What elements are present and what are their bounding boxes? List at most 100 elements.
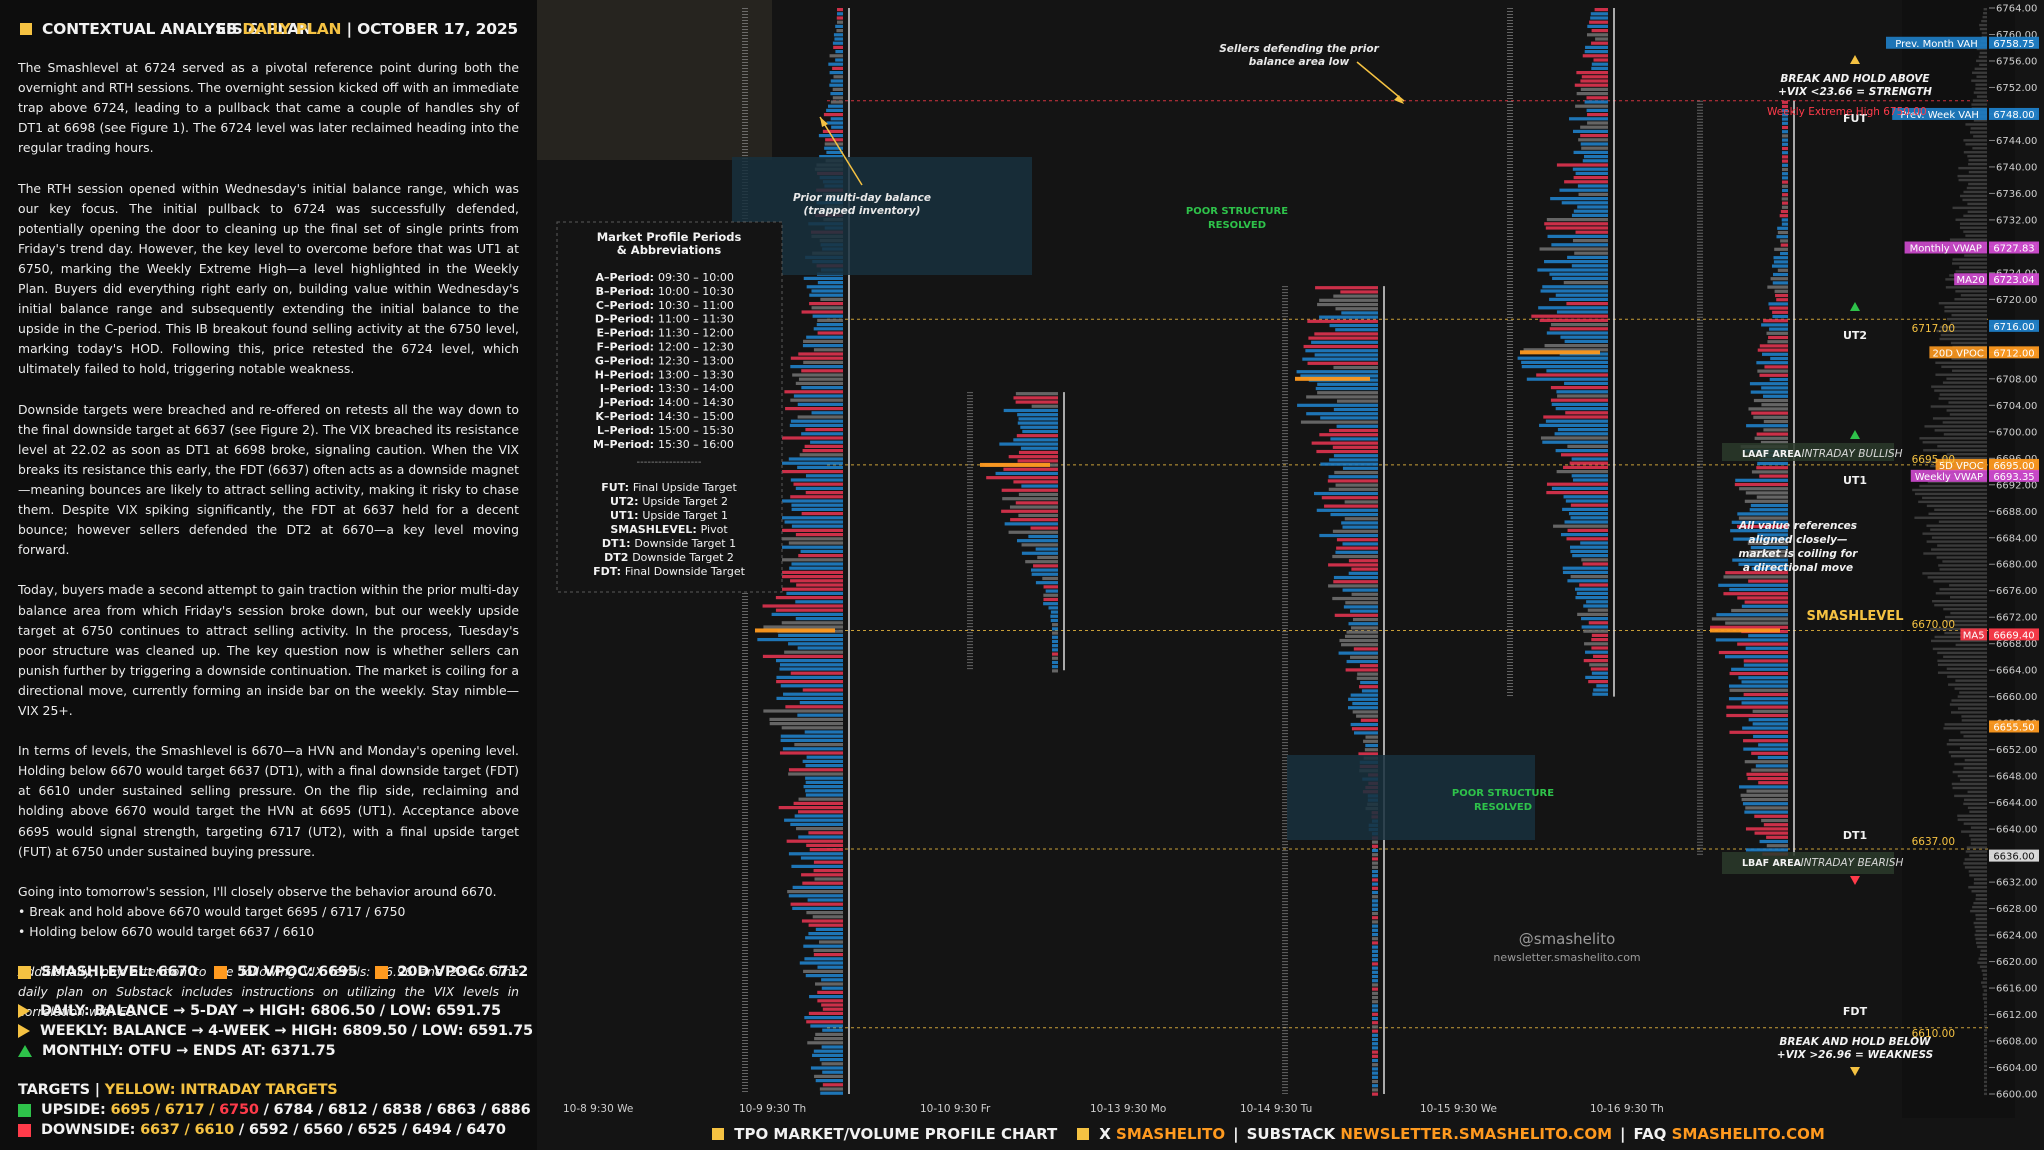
volume-bar (813, 1049, 843, 1053)
volume-bar (832, 87, 843, 91)
composite-profile-bar (1919, 484, 1987, 488)
price-flag-value: 6693.35 (1993, 472, 2034, 483)
volume-bar (1344, 517, 1378, 521)
y-tick-label: 6648.00 (1996, 772, 2037, 783)
composite-profile-bar (1976, 75, 1987, 78)
legend-abbr-value: Downside Target 2 (632, 551, 734, 564)
volume-bar (1740, 793, 1788, 797)
composite-profile-bar (1969, 810, 1987, 813)
volume-bar (808, 932, 843, 936)
volume-bar (804, 444, 843, 448)
volume-bar (1052, 665, 1058, 669)
volume-bar (1782, 172, 1788, 176)
volume-bar (1715, 638, 1788, 642)
volume-bar (1344, 634, 1378, 638)
composite-profile-bar (1964, 858, 1987, 861)
y-tick-label: 6660.00 (1996, 692, 2037, 703)
downside-targets: DOWNSIDE: 6637 / 6610 / 6592 / 6560 / 65… (18, 1120, 528, 1140)
volume-bar (776, 470, 843, 474)
volume-bar (1569, 545, 1608, 549)
volume-bar (795, 533, 843, 537)
volume-bar (1372, 995, 1378, 1000)
volume-bar (1733, 537, 1788, 541)
volume-bar (1306, 412, 1378, 416)
volume-bar (1345, 601, 1378, 605)
legend-period-name: G–Period: (595, 354, 654, 367)
volume-bar (1584, 642, 1608, 646)
yellow-square-icon (1077, 1128, 1090, 1140)
composite-profile-bar (1984, 1029, 1987, 1032)
volume-bar (1581, 625, 1608, 629)
legend-abbr-value: Pivot (701, 523, 729, 536)
price-flag (1989, 849, 2039, 862)
price-flag (1989, 720, 2039, 733)
volume-bar (1752, 709, 1788, 713)
volume-bar (1545, 226, 1608, 230)
volume-bar (793, 801, 843, 805)
volume-bar (831, 125, 843, 129)
composite-profile-bar (1937, 663, 1987, 666)
volume-bar (815, 1032, 843, 1036)
faq-link[interactable]: SMASHELITO.COM (1671, 1125, 1825, 1143)
volume-bar (804, 1016, 843, 1020)
volume-bar (1725, 571, 1788, 575)
footer-separator: | (1233, 1125, 1239, 1143)
x-handle-link[interactable]: SMASHELITO (1116, 1125, 1226, 1143)
price-flag-value: 6723.04 (1993, 275, 2034, 286)
composite-profile-bar (1952, 206, 1987, 210)
volume-bar (1743, 692, 1788, 697)
volume-bar (789, 423, 843, 427)
volume-bar (776, 675, 843, 679)
composite-profile-bar (1978, 957, 1987, 960)
volume-bar (1542, 285, 1608, 289)
volume-bar (1543, 415, 1608, 419)
tpo-chart[interactable]: 6764.00 6760.00 6756.00 6752.00 6748.00 6744.… (537, 0, 2044, 1150)
composite-profile-bar (1946, 452, 1987, 456)
volume-bar (1757, 755, 1788, 760)
legend-divider: ------------------ (637, 457, 702, 468)
y-tick-label: 6744.00 (1996, 136, 2037, 147)
volume-bar (836, 16, 843, 20)
fut-tag: FUT (1843, 112, 1867, 125)
volume-bar (1576, 71, 1608, 75)
volume-bar (1319, 298, 1378, 302)
y-tick-label: 6608.00 (1996, 1037, 2037, 1048)
volume-bar (1025, 560, 1058, 564)
volume-bar (1329, 323, 1378, 328)
composite-profile-bar (1950, 611, 1987, 615)
volume-bar (813, 869, 843, 873)
volume-bar (788, 894, 843, 898)
orange-square-icon (214, 965, 228, 979)
volume-bar (808, 923, 843, 927)
volume-bar (778, 558, 843, 562)
volume-bar (1544, 260, 1608, 264)
volume-bar (1035, 547, 1058, 551)
volume-bar (801, 432, 843, 436)
volume-bar (1308, 336, 1378, 340)
volume-bar (1751, 768, 1788, 772)
volume-bar (808, 1011, 843, 1015)
composite-profile-bar (1984, 1005, 1987, 1008)
composite-profile-bar (1974, 67, 1987, 70)
volume-bar (812, 1053, 843, 1057)
composite-profile-bar (1954, 298, 1987, 301)
volume-bar (1782, 163, 1788, 167)
volume-bar (1593, 688, 1608, 692)
volume-bar (1037, 555, 1058, 560)
composite-profile-bar (1944, 309, 1987, 313)
volume-bar (1372, 1000, 1378, 1004)
volume-bar (1565, 411, 1608, 415)
composite-profile-bar (1937, 659, 1987, 662)
substack-link[interactable]: NEWSLETTER.SMASHELITO.COM (1340, 1125, 1613, 1143)
price-flag (1989, 273, 2039, 286)
volume-bar (1028, 534, 1058, 539)
volume-bar (833, 33, 843, 37)
composite-profile-bar (1968, 870, 1987, 873)
volume-bar (771, 612, 843, 616)
volume-bar (1372, 899, 1378, 903)
volume-bar (1015, 392, 1058, 396)
volume-bar (834, 37, 843, 41)
lbaf-area (1722, 852, 1894, 874)
volume-bar (1566, 302, 1608, 306)
composite-profile-bar (1967, 806, 1987, 810)
